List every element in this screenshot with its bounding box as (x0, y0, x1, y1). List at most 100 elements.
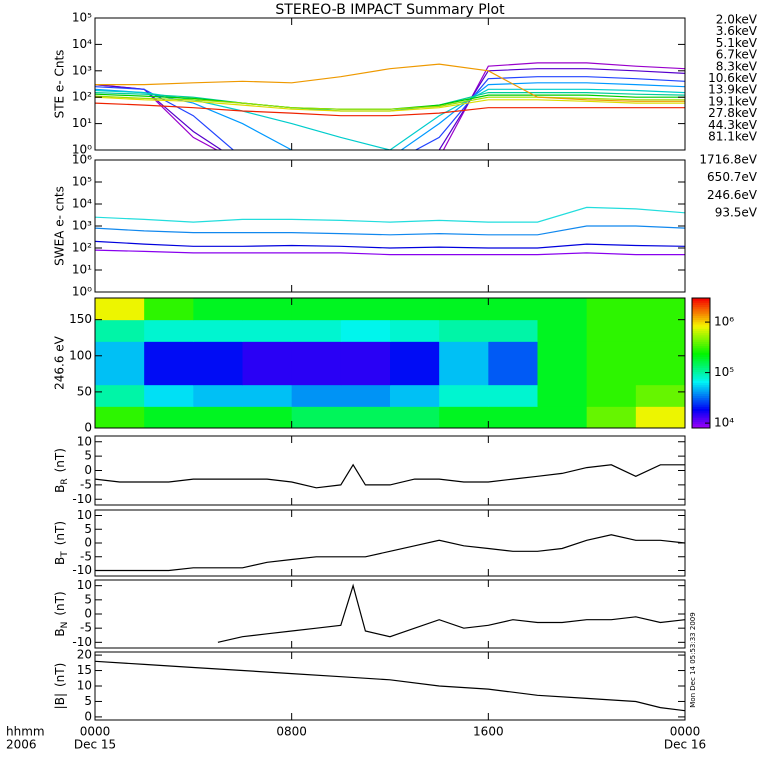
legend-label: 81.1keV (708, 130, 758, 144)
data-line (95, 660, 685, 712)
legend-label: 10.6keV (708, 71, 758, 85)
colorbar-swatch (692, 326, 710, 329)
colorbar-swatch (692, 358, 710, 362)
y-axis-label: BR (nT) (53, 448, 70, 493)
heat-cell (242, 406, 293, 428)
heat-cell (242, 341, 293, 364)
y-tick-label: 10⁰ (72, 285, 92, 299)
heat-cell (537, 363, 588, 386)
data-line (95, 63, 685, 102)
heat-cell (95, 298, 145, 321)
colorbar-label: 10⁵ (714, 365, 734, 379)
data-line (95, 68, 685, 150)
colorbar-swatch (692, 354, 710, 357)
heat-cell (291, 406, 342, 428)
data-line (95, 240, 685, 249)
heat-cell (488, 384, 538, 407)
heat-cell (635, 341, 685, 364)
heat-cell (586, 363, 637, 386)
legend-label: 19.1keV (708, 94, 758, 108)
label-symbol: |B| (53, 693, 67, 709)
colorbar-swatch (692, 419, 710, 422)
colorbar-swatch (692, 415, 710, 418)
heat-cell (537, 298, 588, 321)
heat-cell (144, 363, 194, 386)
colorbar-swatch (692, 298, 710, 301)
y-axis-label: 246.6 eV (53, 335, 67, 390)
data-line (95, 76, 685, 150)
data-line (217, 583, 685, 643)
plot-area (217, 583, 685, 643)
legend-label: 2.0keV (716, 13, 758, 27)
colorbar-swatch (692, 382, 710, 386)
heat-cell (242, 363, 293, 386)
data-line (95, 62, 685, 150)
colorbar-swatch (692, 389, 710, 392)
heat-cell (340, 363, 391, 386)
y-tick-label: 10 (77, 508, 92, 522)
title: STEREO-B IMPACT Summary Plot (275, 2, 505, 18)
heat-cell (144, 406, 194, 428)
heat-cell (586, 319, 637, 342)
x-tick-label: 0800 (276, 725, 307, 739)
plot-area (95, 62, 685, 150)
legend-label: 6.7keV (716, 48, 758, 62)
heat-cell (537, 341, 588, 364)
legend-label: 246.6eV (707, 188, 758, 202)
y-tick-label: 0 (84, 536, 92, 550)
colorbar-swatch (692, 365, 710, 368)
colorbar-swatch (692, 341, 710, 344)
colorbar-swatch (692, 399, 710, 403)
heat-cell (291, 363, 342, 386)
y-tick-label: 5 (84, 694, 92, 708)
plot-area (95, 660, 685, 712)
heat-cell (488, 341, 538, 364)
heat-cell (439, 406, 489, 428)
colorbar-swatch (692, 319, 710, 323)
y-axis-label: |B| (nT) (53, 663, 67, 710)
legend-label: 13.9keV (708, 83, 758, 97)
label-symbol: B (53, 485, 67, 493)
legend-label: 93.5eV (715, 206, 758, 220)
data-line (95, 95, 685, 110)
heat-cell (144, 298, 194, 321)
heat-cell (193, 319, 243, 342)
panel-frame (94, 579, 686, 649)
heat-cell (537, 319, 588, 342)
y-tick-label: 10 (77, 434, 92, 448)
colorbar-swatch (692, 356, 710, 360)
heat-cell (439, 384, 489, 407)
y-axis-label: BN (nT) (53, 591, 70, 636)
x-tick-label: 0000 (670, 725, 701, 739)
heat-cell (439, 319, 489, 342)
data-line (95, 225, 685, 236)
heat-cell (488, 363, 538, 386)
y-tick-label: 10² (72, 90, 92, 104)
data-line (95, 96, 685, 112)
colorbar-swatch (692, 363, 710, 366)
colorbar-swatch (692, 404, 710, 407)
colorbar-swatch (692, 347, 710, 351)
label-subscript: N (60, 622, 70, 629)
heat-cell (586, 341, 637, 364)
colorbar-swatch (692, 421, 710, 425)
date-label: Dec 15 (74, 738, 116, 752)
heat-cell (242, 298, 293, 321)
colorbar-swatch (692, 324, 710, 327)
heat-cell (439, 341, 489, 364)
colorbar-swatch (692, 334, 710, 338)
heat-cell (635, 406, 685, 428)
heat-cell (340, 341, 391, 364)
heat-cell (340, 319, 391, 342)
y-tick-label: 0 (84, 463, 92, 477)
heat-cell (488, 298, 538, 321)
heat-cell (193, 363, 243, 386)
label-symbol: B (53, 557, 67, 565)
y-tick-label: 0 (84, 421, 92, 435)
colorbar-swatch (692, 371, 710, 375)
heat-cell (635, 363, 685, 386)
heat-cell (144, 341, 194, 364)
heat-cell (291, 319, 342, 342)
y-axis-label: STE e- Cnts (53, 50, 67, 119)
